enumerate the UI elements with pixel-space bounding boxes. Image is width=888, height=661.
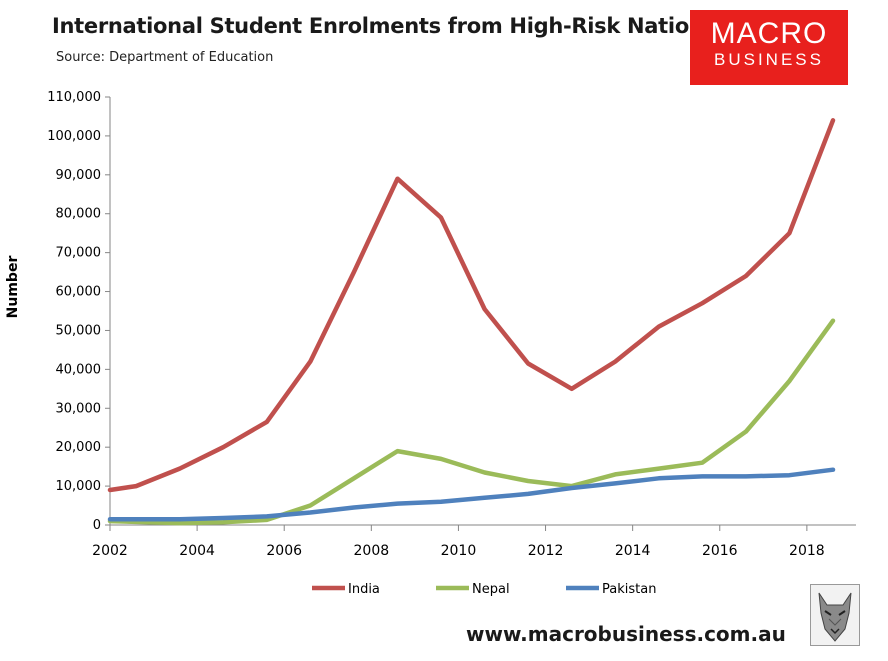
- data-point-pakistan: [352, 505, 356, 509]
- data-point-nepal: [787, 379, 791, 383]
- data-point-nepal: [831, 319, 835, 323]
- legend-label-india: India: [348, 582, 380, 597]
- y-tick-label: 10,000: [56, 479, 102, 494]
- data-point-nepal: [352, 476, 356, 480]
- data-point-pakistan: [526, 492, 530, 496]
- y-axis-label: Number: [5, 256, 21, 319]
- data-point-pakistan: [787, 473, 791, 477]
- data-point-india: [108, 488, 112, 492]
- chart-title: International Student Enrolments from Hi…: [52, 14, 716, 38]
- data-point-india: [134, 484, 138, 488]
- x-tick-label: 2018: [789, 543, 825, 559]
- data-point-pakistan: [108, 517, 112, 521]
- x-tick-label: 2012: [528, 543, 564, 559]
- data-point-pakistan: [395, 502, 399, 506]
- data-point-nepal: [657, 467, 661, 471]
- data-point-pakistan: [831, 468, 835, 472]
- x-tick-label: 2004: [179, 543, 215, 559]
- data-point-pakistan: [178, 517, 182, 521]
- x-tick-label: 2016: [702, 543, 738, 559]
- y-tick-label: 60,000: [56, 285, 102, 300]
- legend-label-nepal: Nepal: [472, 582, 510, 597]
- data-point-pakistan: [570, 486, 574, 490]
- data-point-pakistan: [308, 511, 312, 515]
- data-point-pakistan: [134, 517, 138, 521]
- data-point-nepal: [700, 461, 704, 465]
- x-tick-label: 2002: [92, 543, 128, 559]
- data-point-india: [221, 445, 225, 449]
- x-tick-label: 2010: [441, 543, 477, 559]
- data-point-pakistan: [657, 476, 661, 480]
- data-point-nepal: [308, 504, 312, 508]
- data-point-india: [178, 467, 182, 471]
- legend-label-pakistan: Pakistan: [602, 582, 656, 597]
- x-tick-label: 2014: [615, 543, 651, 559]
- y-tick-label: 0: [93, 518, 101, 533]
- data-point-nepal: [178, 521, 182, 525]
- y-tick-label: 30,000: [56, 401, 102, 416]
- data-point-pakistan: [744, 474, 748, 478]
- data-point-india: [439, 216, 443, 220]
- series-line-nepal: [107, 318, 836, 526]
- data-point-india: [352, 270, 356, 274]
- data-point-pakistan: [613, 481, 617, 485]
- data-point-pakistan: [221, 516, 225, 520]
- logo-line-1: MACRO: [710, 17, 828, 50]
- chart-source: Source: Department of Education: [56, 50, 274, 65]
- logo-line-2: BUSINESS: [714, 50, 824, 69]
- y-tick-label: 50,000: [56, 323, 102, 338]
- y-tick-label: 110,000: [47, 90, 101, 105]
- data-point-india: [570, 387, 574, 391]
- data-point-nepal: [526, 479, 530, 483]
- data-point-india: [613, 360, 617, 364]
- wolf-logo-icon: [810, 584, 860, 646]
- data-point-india: [483, 307, 487, 311]
- x-tick-label: 2006: [266, 543, 302, 559]
- data-point-india: [831, 118, 835, 122]
- y-tick-label: 90,000: [56, 168, 102, 183]
- data-point-india: [308, 360, 312, 364]
- data-point-nepal: [613, 472, 617, 476]
- data-point-pakistan: [439, 500, 443, 504]
- website-url: www.macrobusiness.com.au: [466, 622, 786, 646]
- y-tick-label: 80,000: [56, 207, 102, 222]
- series-line-india: [107, 118, 836, 493]
- x-tick-label: 2008: [354, 543, 390, 559]
- data-point-india: [395, 177, 399, 181]
- y-tick-label: 40,000: [56, 362, 102, 377]
- data-point-india: [265, 420, 269, 424]
- data-point-india: [787, 231, 791, 235]
- data-point-india: [657, 325, 661, 329]
- data-point-nepal: [395, 449, 399, 453]
- data-point-pakistan: [265, 514, 269, 518]
- data-point-pakistan: [483, 496, 487, 500]
- y-tick-label: 20,000: [56, 440, 102, 455]
- data-point-india: [744, 274, 748, 278]
- y-tick-label: 70,000: [56, 246, 102, 261]
- data-point-nepal: [265, 518, 269, 522]
- data-point-india: [526, 362, 530, 366]
- data-point-nepal: [483, 470, 487, 474]
- series-line-pakistan: [107, 467, 836, 522]
- macrobusiness-logo: MACRO BUSINESS: [690, 10, 848, 85]
- data-point-india: [700, 301, 704, 305]
- data-point-pakistan: [700, 474, 704, 478]
- data-point-nepal: [221, 520, 225, 524]
- data-point-nepal: [439, 457, 443, 461]
- y-tick-label: 100,000: [47, 129, 101, 144]
- data-point-nepal: [744, 430, 748, 434]
